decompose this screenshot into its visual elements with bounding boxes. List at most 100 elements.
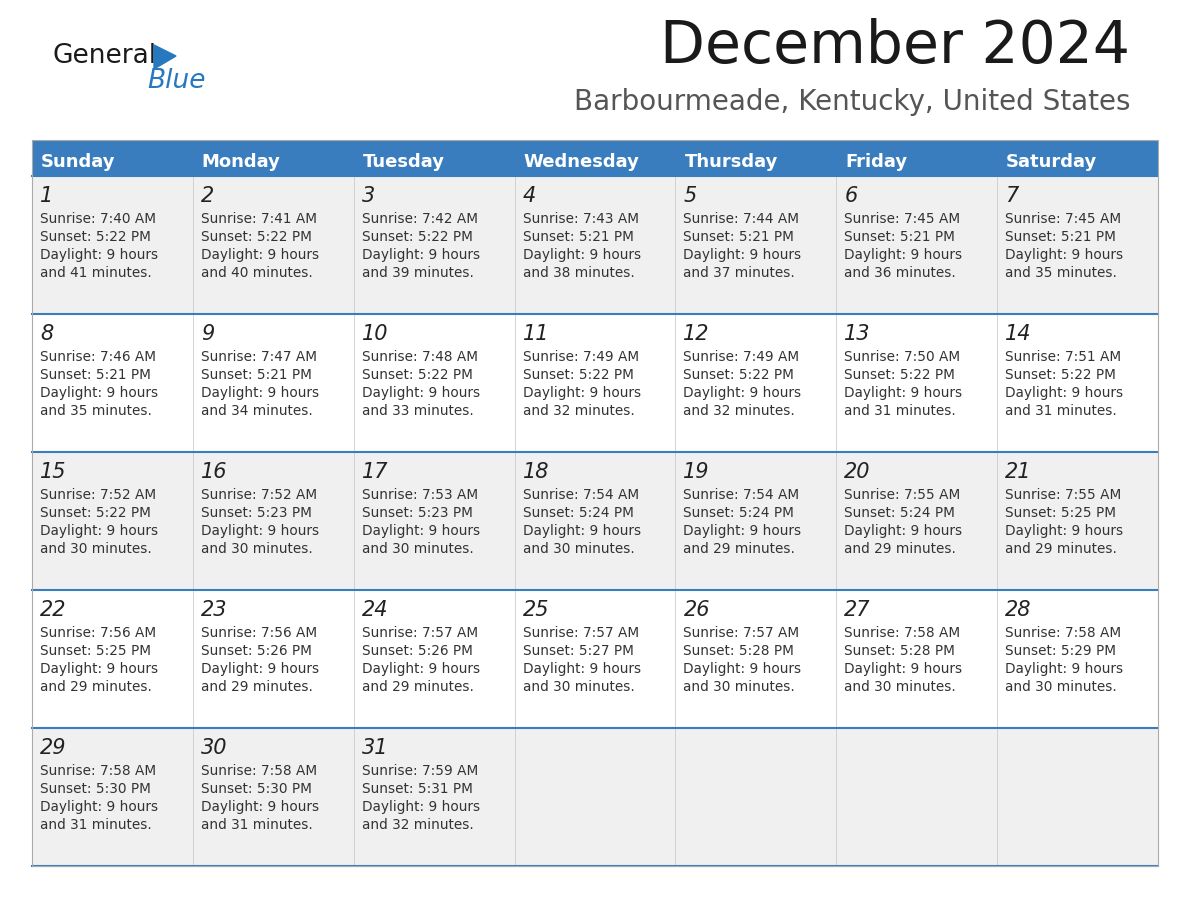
Text: Daylight: 9 hours: Daylight: 9 hours bbox=[40, 800, 158, 814]
Text: Sunrise: 7:54 AM: Sunrise: 7:54 AM bbox=[683, 488, 800, 502]
Text: Sunset: 5:31 PM: Sunset: 5:31 PM bbox=[361, 782, 473, 796]
Text: and 31 minutes.: and 31 minutes. bbox=[40, 818, 152, 832]
Text: Sunset: 5:24 PM: Sunset: 5:24 PM bbox=[845, 506, 955, 520]
Text: Daylight: 9 hours: Daylight: 9 hours bbox=[523, 386, 640, 400]
Text: and 39 minutes.: and 39 minutes. bbox=[361, 266, 474, 280]
Text: Sunset: 5:22 PM: Sunset: 5:22 PM bbox=[361, 230, 473, 244]
Text: and 31 minutes.: and 31 minutes. bbox=[845, 404, 956, 418]
Text: Sunrise: 7:44 AM: Sunrise: 7:44 AM bbox=[683, 212, 800, 226]
Text: Sunset: 5:25 PM: Sunset: 5:25 PM bbox=[1005, 506, 1117, 520]
Text: Barbourmeade, Kentucky, United States: Barbourmeade, Kentucky, United States bbox=[574, 88, 1130, 116]
Text: 20: 20 bbox=[845, 462, 871, 482]
Text: and 30 minutes.: and 30 minutes. bbox=[201, 542, 312, 556]
Bar bbox=[32, 140, 1158, 176]
Bar bbox=[32, 452, 1158, 590]
Text: 30: 30 bbox=[201, 738, 227, 758]
Text: Sunset: 5:24 PM: Sunset: 5:24 PM bbox=[683, 506, 795, 520]
Text: Sunset: 5:26 PM: Sunset: 5:26 PM bbox=[361, 644, 473, 658]
Text: and 29 minutes.: and 29 minutes. bbox=[1005, 542, 1117, 556]
Text: Sunrise: 7:45 AM: Sunrise: 7:45 AM bbox=[845, 212, 960, 226]
Text: Sunset: 5:22 PM: Sunset: 5:22 PM bbox=[40, 230, 151, 244]
Text: 28: 28 bbox=[1005, 600, 1031, 620]
Text: Daylight: 9 hours: Daylight: 9 hours bbox=[1005, 248, 1124, 262]
Text: Daylight: 9 hours: Daylight: 9 hours bbox=[361, 248, 480, 262]
Text: 24: 24 bbox=[361, 600, 388, 620]
Text: Sunrise: 7:55 AM: Sunrise: 7:55 AM bbox=[1005, 488, 1121, 502]
Text: Sunrise: 7:46 AM: Sunrise: 7:46 AM bbox=[40, 350, 156, 364]
Text: Sunrise: 7:57 AM: Sunrise: 7:57 AM bbox=[361, 626, 478, 640]
Text: Daylight: 9 hours: Daylight: 9 hours bbox=[683, 524, 802, 538]
Text: Sunset: 5:30 PM: Sunset: 5:30 PM bbox=[201, 782, 311, 796]
Text: 13: 13 bbox=[845, 324, 871, 344]
Bar bbox=[32, 590, 1158, 728]
Text: and 33 minutes.: and 33 minutes. bbox=[361, 404, 474, 418]
Text: Daylight: 9 hours: Daylight: 9 hours bbox=[523, 662, 640, 676]
Text: 29: 29 bbox=[40, 738, 67, 758]
Text: Sunrise: 7:51 AM: Sunrise: 7:51 AM bbox=[1005, 350, 1121, 364]
Text: Sunset: 5:27 PM: Sunset: 5:27 PM bbox=[523, 644, 633, 658]
Text: and 40 minutes.: and 40 minutes. bbox=[201, 266, 312, 280]
Text: 19: 19 bbox=[683, 462, 710, 482]
Text: and 37 minutes.: and 37 minutes. bbox=[683, 266, 795, 280]
Text: Sunset: 5:28 PM: Sunset: 5:28 PM bbox=[683, 644, 795, 658]
Text: Daylight: 9 hours: Daylight: 9 hours bbox=[40, 386, 158, 400]
Text: and 29 minutes.: and 29 minutes. bbox=[683, 542, 795, 556]
Text: and 30 minutes.: and 30 minutes. bbox=[523, 680, 634, 694]
Text: and 30 minutes.: and 30 minutes. bbox=[1005, 680, 1117, 694]
Text: Sunrise: 7:57 AM: Sunrise: 7:57 AM bbox=[683, 626, 800, 640]
Text: Sunrise: 7:54 AM: Sunrise: 7:54 AM bbox=[523, 488, 639, 502]
Text: 11: 11 bbox=[523, 324, 549, 344]
Text: 18: 18 bbox=[523, 462, 549, 482]
Text: 22: 22 bbox=[40, 600, 67, 620]
Text: and 29 minutes.: and 29 minutes. bbox=[845, 542, 956, 556]
Text: and 29 minutes.: and 29 minutes. bbox=[201, 680, 312, 694]
Text: Daylight: 9 hours: Daylight: 9 hours bbox=[523, 524, 640, 538]
Text: Sunset: 5:24 PM: Sunset: 5:24 PM bbox=[523, 506, 633, 520]
Text: Daylight: 9 hours: Daylight: 9 hours bbox=[201, 248, 320, 262]
Text: Sunrise: 7:53 AM: Sunrise: 7:53 AM bbox=[361, 488, 478, 502]
Text: Sunset: 5:21 PM: Sunset: 5:21 PM bbox=[201, 368, 311, 382]
Text: Sunrise: 7:57 AM: Sunrise: 7:57 AM bbox=[523, 626, 639, 640]
Text: Sunrise: 7:50 AM: Sunrise: 7:50 AM bbox=[845, 350, 960, 364]
Text: Daylight: 9 hours: Daylight: 9 hours bbox=[683, 662, 802, 676]
Text: Sunrise: 7:52 AM: Sunrise: 7:52 AM bbox=[40, 488, 156, 502]
Text: Daylight: 9 hours: Daylight: 9 hours bbox=[201, 662, 320, 676]
Text: Daylight: 9 hours: Daylight: 9 hours bbox=[683, 248, 802, 262]
Text: Daylight: 9 hours: Daylight: 9 hours bbox=[845, 386, 962, 400]
Text: Daylight: 9 hours: Daylight: 9 hours bbox=[1005, 524, 1124, 538]
Text: Friday: Friday bbox=[846, 153, 908, 171]
Bar bbox=[32, 176, 1158, 314]
Text: Sunrise: 7:58 AM: Sunrise: 7:58 AM bbox=[1005, 626, 1121, 640]
Text: and 32 minutes.: and 32 minutes. bbox=[361, 818, 474, 832]
Text: Daylight: 9 hours: Daylight: 9 hours bbox=[1005, 662, 1124, 676]
Polygon shape bbox=[154, 45, 176, 69]
Text: 14: 14 bbox=[1005, 324, 1031, 344]
Text: Sunset: 5:22 PM: Sunset: 5:22 PM bbox=[361, 368, 473, 382]
Text: Daylight: 9 hours: Daylight: 9 hours bbox=[845, 524, 962, 538]
Text: Sunset: 5:21 PM: Sunset: 5:21 PM bbox=[40, 368, 151, 382]
Text: Sunset: 5:22 PM: Sunset: 5:22 PM bbox=[523, 368, 633, 382]
Text: Sunset: 5:22 PM: Sunset: 5:22 PM bbox=[40, 506, 151, 520]
Text: 27: 27 bbox=[845, 600, 871, 620]
Text: Daylight: 9 hours: Daylight: 9 hours bbox=[523, 248, 640, 262]
Text: Sunrise: 7:58 AM: Sunrise: 7:58 AM bbox=[40, 764, 156, 778]
Text: Daylight: 9 hours: Daylight: 9 hours bbox=[361, 662, 480, 676]
Text: Sunset: 5:21 PM: Sunset: 5:21 PM bbox=[1005, 230, 1116, 244]
Text: Daylight: 9 hours: Daylight: 9 hours bbox=[201, 800, 320, 814]
Text: 5: 5 bbox=[683, 186, 696, 206]
Text: Blue: Blue bbox=[147, 68, 206, 94]
Text: December 2024: December 2024 bbox=[661, 18, 1130, 75]
Text: 16: 16 bbox=[201, 462, 227, 482]
Text: Sunrise: 7:59 AM: Sunrise: 7:59 AM bbox=[361, 764, 478, 778]
Text: Saturday: Saturday bbox=[1006, 153, 1098, 171]
Text: Sunset: 5:25 PM: Sunset: 5:25 PM bbox=[40, 644, 151, 658]
Text: Sunset: 5:22 PM: Sunset: 5:22 PM bbox=[201, 230, 311, 244]
Text: 25: 25 bbox=[523, 600, 549, 620]
Text: 4: 4 bbox=[523, 186, 536, 206]
Text: Sunday: Sunday bbox=[42, 153, 115, 171]
Text: Sunrise: 7:49 AM: Sunrise: 7:49 AM bbox=[523, 350, 639, 364]
Text: 23: 23 bbox=[201, 600, 227, 620]
Text: Sunrise: 7:40 AM: Sunrise: 7:40 AM bbox=[40, 212, 156, 226]
Text: and 31 minutes.: and 31 minutes. bbox=[201, 818, 312, 832]
Text: and 29 minutes.: and 29 minutes. bbox=[361, 680, 474, 694]
